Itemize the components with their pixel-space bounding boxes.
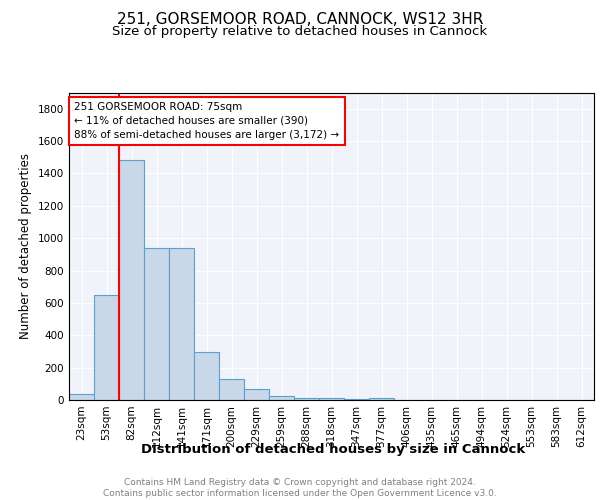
Bar (319, 398, 344, 400)
Bar (219, 379, 244, 400)
Bar (169, 248, 194, 400)
Bar (69, 394, 94, 400)
Bar (294, 398, 319, 400)
Bar (144, 248, 169, 400)
Text: Distribution of detached houses by size in Cannock: Distribution of detached houses by size … (141, 442, 525, 456)
Text: 251, GORSEMOOR ROAD, CANNOCK, WS12 3HR: 251, GORSEMOOR ROAD, CANNOCK, WS12 3HR (117, 12, 483, 28)
Y-axis label: Number of detached properties: Number of detached properties (19, 153, 32, 339)
Bar (344, 399, 369, 400)
Bar (94, 295, 119, 400)
Text: 251 GORSEMOOR ROAD: 75sqm
← 11% of detached houses are smaller (390)
88% of semi: 251 GORSEMOOR ROAD: 75sqm ← 11% of detac… (74, 102, 340, 140)
Bar (369, 398, 394, 400)
Bar (194, 352, 219, 400)
Bar (244, 390, 269, 400)
Text: Contains HM Land Registry data © Crown copyright and database right 2024.
Contai: Contains HM Land Registry data © Crown c… (103, 478, 497, 498)
Text: Size of property relative to detached houses in Cannock: Size of property relative to detached ho… (112, 25, 488, 38)
Bar (269, 396, 294, 400)
Bar (119, 160, 144, 400)
